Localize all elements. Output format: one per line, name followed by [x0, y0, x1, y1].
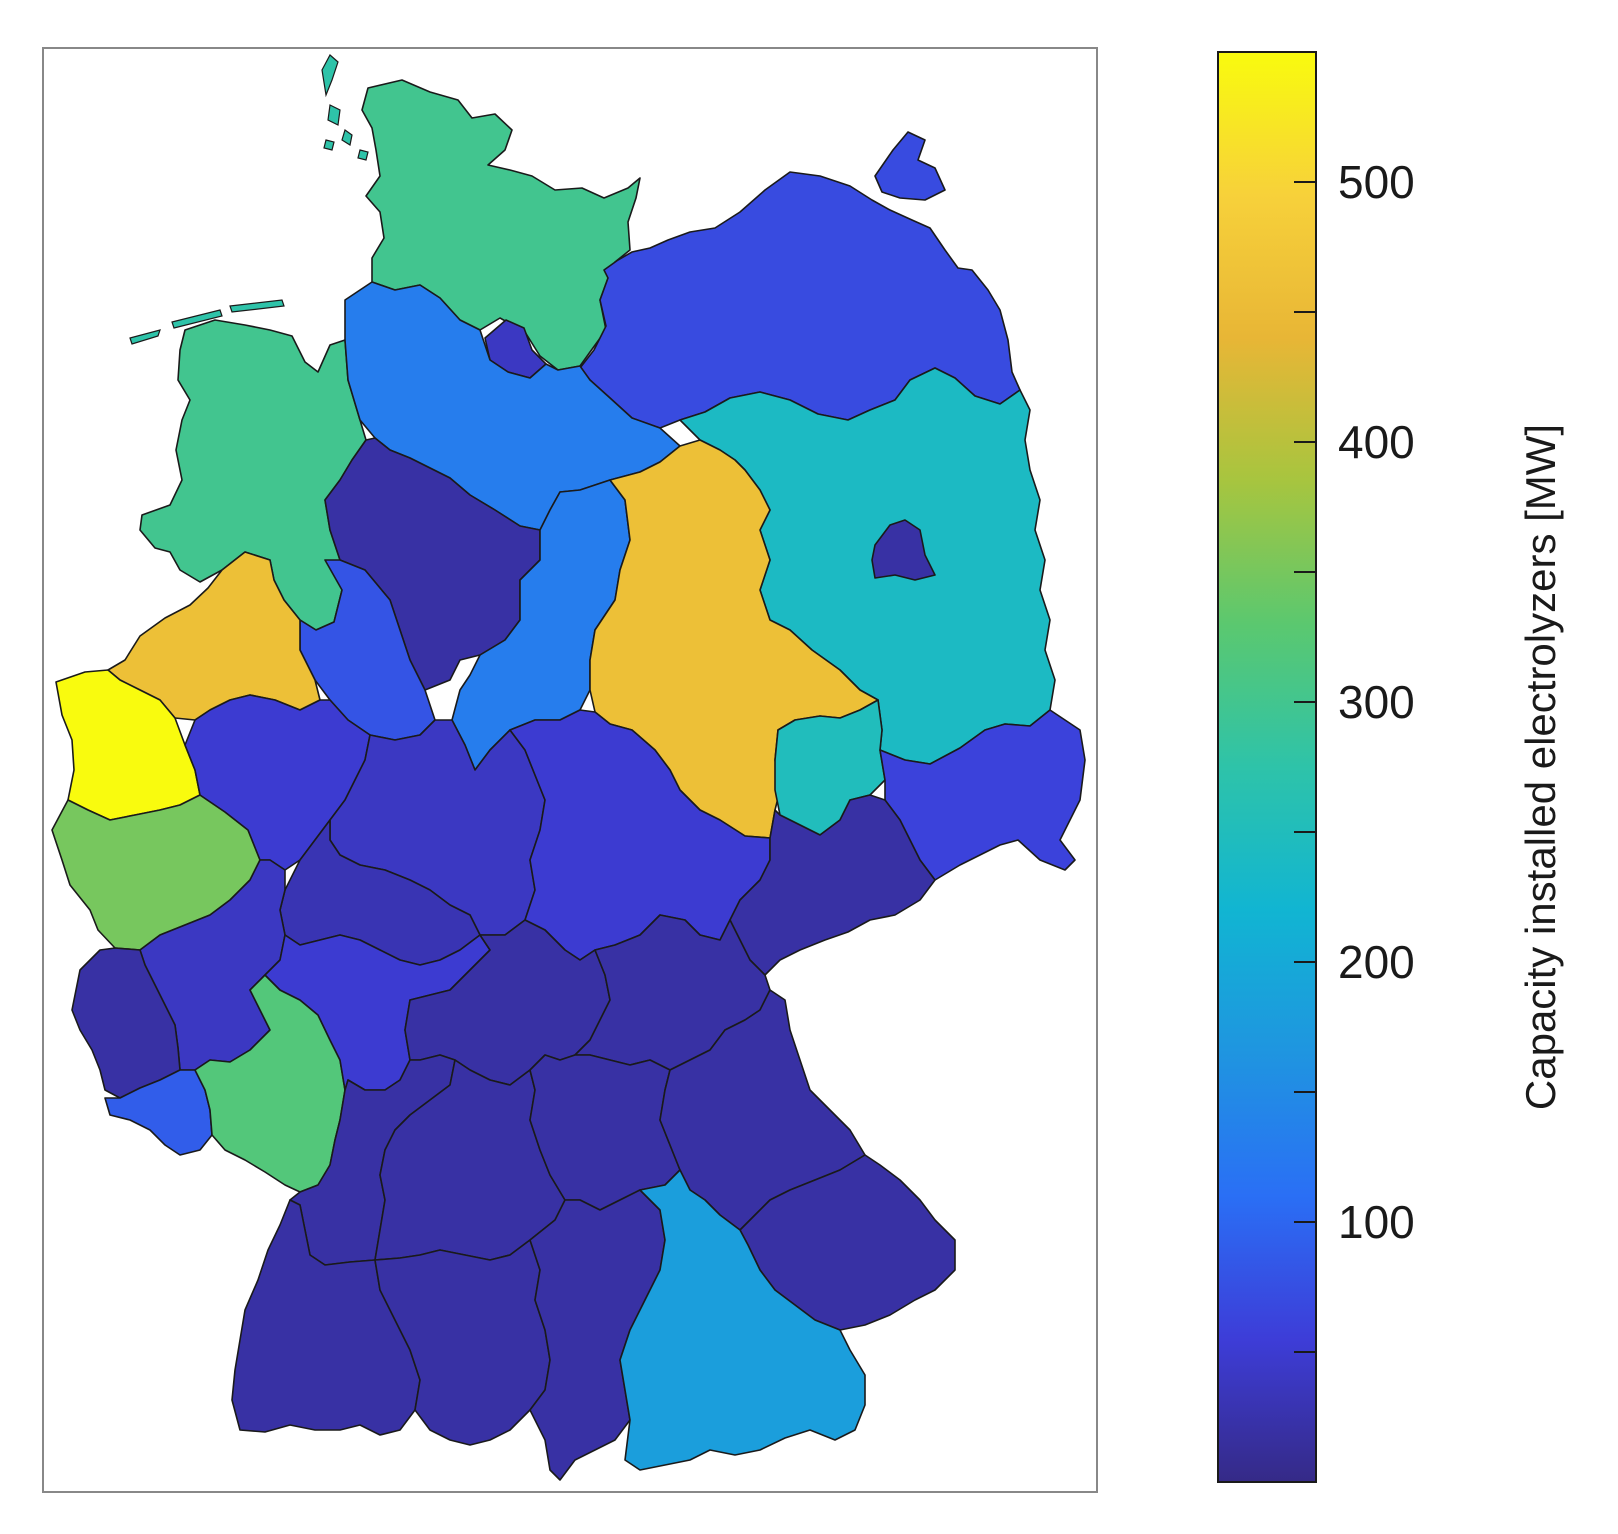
colorbar-tick-label: 100 [1338, 1196, 1415, 1248]
region-layer [51, 79, 1086, 1481]
region-leipzig[interactable] [774, 699, 886, 836]
colorbar-label: Capacity installed electrolyzers [MW] [1517, 424, 1564, 1110]
colorbar-tick-label: 500 [1338, 156, 1415, 208]
colorbar-ticks: 100 200 300 400 500 [1294, 156, 1415, 1353]
colorbar-tick-label: 200 [1338, 936, 1415, 988]
region-baden-south[interactable] [231, 1199, 421, 1436]
region-berlin[interactable] [871, 519, 936, 581]
colorbar-gradient [1217, 51, 1317, 1483]
north-sea-islands [129, 54, 369, 345]
colorbar-tick-label: 400 [1338, 416, 1415, 468]
colorbar-tick-label: 300 [1338, 676, 1415, 728]
region-upper-bavaria[interactable] [619, 1169, 866, 1471]
colorbar: 100 200 300 400 500 Capacity installed elect… [1217, 51, 1564, 1483]
region-rugen[interactable] [874, 131, 946, 201]
